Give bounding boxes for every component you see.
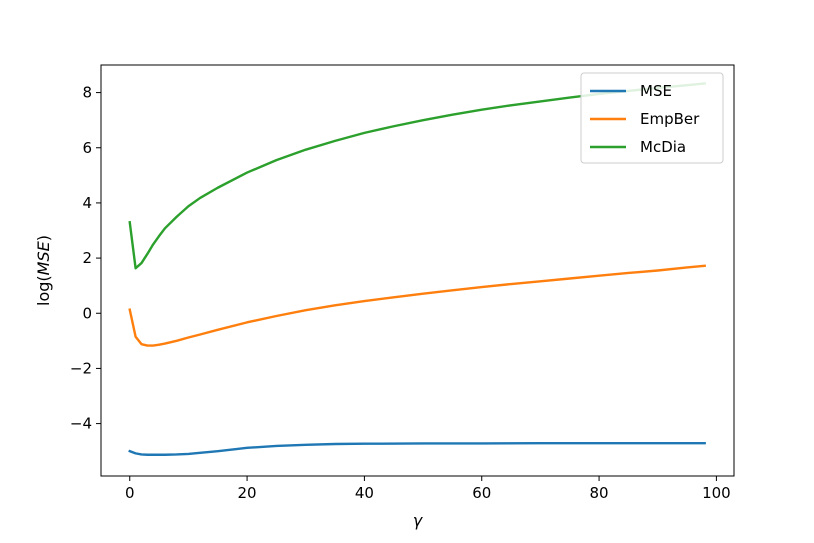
x-tick-label: 20 [238, 484, 257, 502]
y-tick-label: 0 [82, 304, 92, 322]
y-tick-label: 2 [82, 249, 92, 267]
plot-frame [100, 64, 735, 477]
x-tick-label: 40 [355, 484, 374, 502]
y-ticks: −4 −2 0 2 4 6 8 [70, 84, 101, 433]
y-axis-label-suffix: ) [34, 235, 53, 241]
series-line-empber [128, 264, 706, 347]
legend-label-mse: MSE [640, 82, 672, 100]
y-tick-label: −4 [70, 415, 92, 433]
x-tick-label: 100 [702, 484, 731, 502]
legend-label-empber: EmpBer [640, 110, 700, 128]
y-axis-label-italic: MSE [34, 240, 53, 275]
y-axis-label: log(MSE) [34, 235, 53, 306]
x-tick-label: 60 [472, 484, 491, 502]
legend-label-mcdia: McDia [640, 138, 686, 156]
y-tick-label: 6 [82, 139, 92, 157]
x-ticks: 0 20 40 60 80 100 [125, 476, 731, 502]
x-axis-label: γ [413, 511, 424, 530]
y-tick-label: 4 [82, 194, 92, 212]
y-tick-label: 8 [82, 84, 92, 102]
legend-frame [580, 72, 724, 164]
x-tick-label: 80 [590, 484, 609, 502]
series-line-mse [128, 441, 706, 456]
x-tick-label: 0 [125, 484, 135, 502]
legend: MSE EmpBer McDia [580, 72, 724, 164]
y-axis-label-prefix: log( [34, 275, 53, 306]
y-tick-label: −2 [70, 359, 92, 377]
